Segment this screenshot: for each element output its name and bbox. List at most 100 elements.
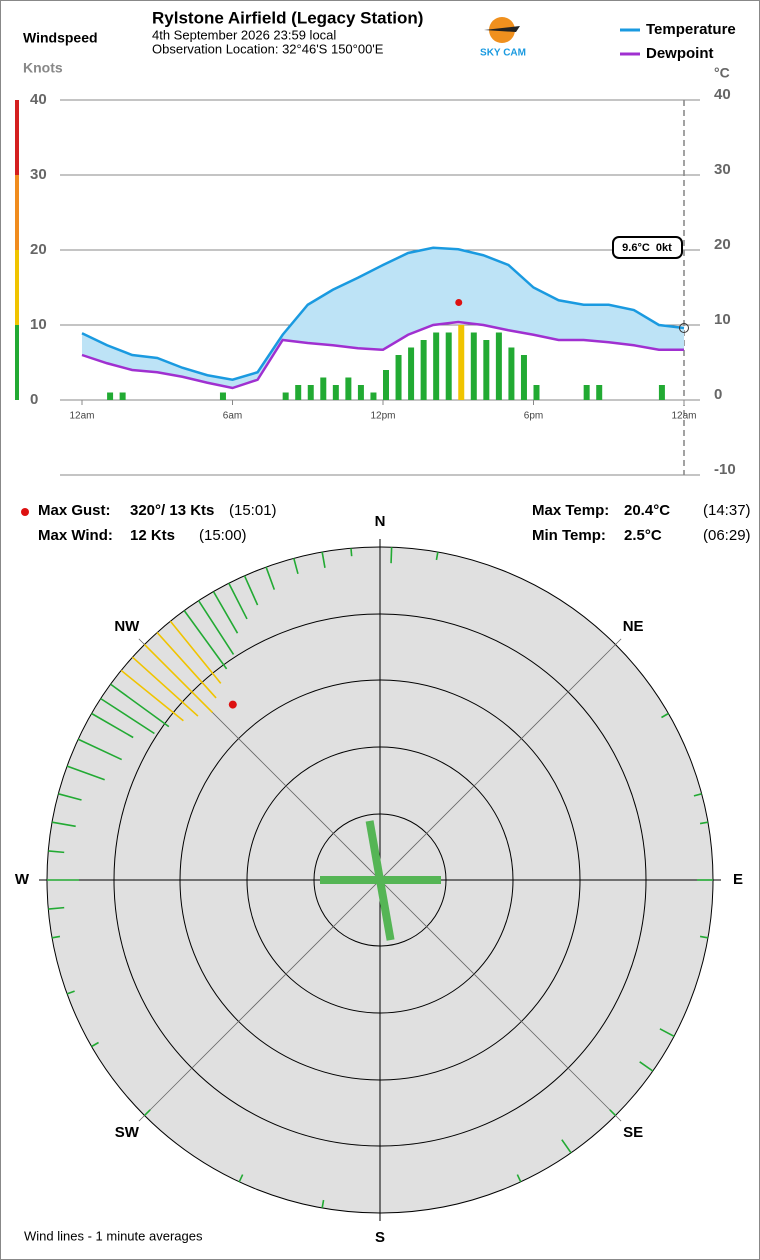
compass-label: S [375,1229,385,1246]
legend-label: Dewpoint [646,45,714,62]
wind-line [516,1174,522,1183]
wind-line [265,566,276,590]
logo-plane [484,26,520,32]
wind-line [661,712,669,719]
y-tick-label: 40 [30,91,47,108]
compass-label: SE [623,1124,643,1141]
wind-line [639,1061,654,1072]
wind-bar [433,332,440,400]
calm-cross [365,820,395,941]
stat-value: 2.5°C [624,527,662,544]
wind-bar [295,385,302,400]
wind-line [66,765,105,781]
wind-bar [408,347,415,400]
compass-label: W [15,871,30,888]
series-line [81,246,685,382]
wind-line [77,738,123,761]
y2-tick-label: 20 [714,236,731,253]
x-tick-label: 12pm [370,411,395,422]
stat-time: (14:37) [703,502,751,519]
wind-line [212,591,239,634]
wind-bar [332,385,339,400]
now-label-box [612,236,683,259]
logo: SKY CAM [480,17,526,59]
stat-value: 320°/ 13 Kts [130,502,214,519]
wind-line [156,631,217,699]
y2-tick-label: 30 [714,161,731,178]
wind-line [197,600,235,655]
stat-label: Max Temp: [532,502,609,519]
wind-line [66,990,75,995]
wind-line [51,821,76,828]
wind-line [238,1174,244,1183]
wind-line [321,1199,325,1209]
wind-bar [596,385,603,400]
wind-line [58,793,82,801]
stat-label: Min Temp: [532,527,606,544]
legend-label: Temperature [646,21,736,38]
wind-line [120,669,184,722]
wind-bar [395,355,402,400]
compass-label: SW [115,1124,140,1141]
y-tick-label: 30 [30,166,47,183]
speed-band [15,325,19,400]
wind-line [100,697,155,735]
y2-tick-label: 10 [714,311,731,328]
wind-bar [345,377,352,400]
wind-bar [445,332,452,400]
stat-label: Max Wind: [38,527,113,544]
footer: Wind lines - 1 minute averages [24,1228,203,1243]
wind-line [561,1139,572,1154]
wind-line [321,551,326,568]
gust-dot [228,700,237,709]
y-tick-label: 20 [30,241,47,258]
wind-line [350,548,353,557]
y2-tick-label: 40 [714,86,731,103]
wind-line [143,643,213,713]
wind-bar [370,392,377,400]
y-axis-title: Windspeed [23,30,98,46]
date: 4th September 2026 23:59 local [152,27,336,42]
y2-tick-label: -10 [714,461,736,478]
wind-line [143,1109,151,1117]
wind-line [48,906,65,910]
wind-bar [119,392,126,400]
wind-line [48,850,65,854]
wind-line [699,821,709,825]
wind-line [243,575,259,606]
stat-time: (06:29) [703,527,751,544]
wind-bar [107,392,114,400]
wind-bar [495,332,502,400]
wind-bar [470,332,477,400]
x-tick-label: 6pm [524,411,543,422]
wind-line [693,793,702,797]
gust-legend-dot [21,508,29,516]
temp-dew-fill [82,247,684,388]
x-tick-label: 12am [69,411,94,422]
speed-band [15,100,19,175]
y-tick-label: 0 [30,391,38,408]
wind-bar [483,340,490,400]
stat-value: 20.4°C [624,502,670,519]
wind-line [609,1109,617,1117]
stat-time: (15:01) [229,502,277,519]
y2-tick-label: 0 [714,386,722,403]
x-tick-label: 6am [223,411,242,422]
wind-line [110,683,170,728]
y2-axis-label: °C [714,65,730,81]
wind-line [183,610,228,670]
wind-line [435,551,439,561]
stat-value: 12 Kts [130,527,175,544]
compass-label: N [375,513,386,530]
speed-band [15,175,19,250]
wind-bar [219,392,226,400]
wind-bar [583,385,590,400]
wind-bar [383,370,389,400]
location: Observation Location: 32°46'S 150°00'E [152,41,384,56]
wind-bar [357,385,364,400]
x-tick-label: 12am [671,411,696,422]
stat-label: Max Gust: [38,502,111,519]
wind-line [131,656,199,717]
stat-time: (15:00) [199,527,247,544]
title: Rylstone Airfield (Legacy Station) [152,8,423,27]
